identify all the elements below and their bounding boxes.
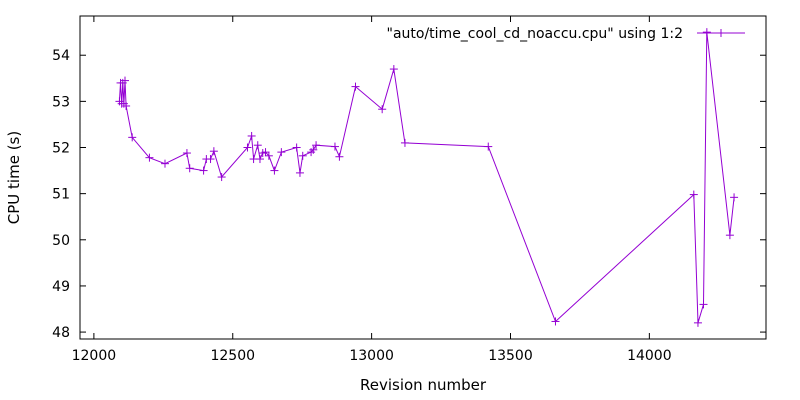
data-point xyxy=(199,166,208,175)
data-point xyxy=(378,105,387,114)
data-point xyxy=(295,168,304,177)
data-point xyxy=(693,318,702,327)
x-axis: 12000 12500 13000 13500 14000 xyxy=(72,16,672,364)
data-point xyxy=(699,300,708,309)
plot-frame xyxy=(79,15,767,340)
y-tick-label: 51 xyxy=(52,187,70,203)
data-point xyxy=(484,142,493,151)
y-tick-label: 54 xyxy=(52,48,70,64)
data-point xyxy=(270,166,279,175)
data-point xyxy=(551,317,560,326)
data-point xyxy=(253,141,262,150)
data-point xyxy=(292,143,301,152)
data-point xyxy=(277,148,286,157)
y-axis: 48 49 50 51 52 53 54 xyxy=(52,48,766,341)
data-point xyxy=(217,173,226,182)
data-point xyxy=(122,101,131,110)
data-point xyxy=(335,152,344,161)
y-tick-label: 52 xyxy=(52,141,70,157)
data-point xyxy=(255,155,264,164)
data-point xyxy=(206,155,215,164)
data-point xyxy=(725,231,734,240)
data-point xyxy=(247,131,256,140)
y-tick-label: 49 xyxy=(52,279,70,295)
legend-label: "auto/time_cool_cd_noaccu.cpu" using 1:2 xyxy=(387,26,683,42)
y-tick-label: 53 xyxy=(52,94,70,110)
data-point xyxy=(298,151,307,160)
x-tick-label: 13500 xyxy=(488,348,533,364)
data-point xyxy=(261,148,270,157)
data-point xyxy=(145,153,154,162)
data-point xyxy=(182,149,191,158)
data-point xyxy=(243,143,252,152)
data-point xyxy=(730,193,739,202)
y-axis-title: CPU time (s) xyxy=(5,131,23,224)
x-tick-label: 14000 xyxy=(627,348,672,364)
x-axis-title: Revision number xyxy=(360,376,487,394)
data-point xyxy=(160,159,169,168)
data-point xyxy=(312,141,321,150)
y-tick-label: 50 xyxy=(52,233,70,249)
data-point xyxy=(351,82,360,91)
data-point xyxy=(330,142,339,151)
x-tick-label: 12500 xyxy=(210,348,255,364)
data-point xyxy=(309,145,318,154)
data-point xyxy=(689,190,698,199)
x-tick-label: 12000 xyxy=(72,348,117,364)
x-tick-label: 13000 xyxy=(349,348,394,364)
series-line xyxy=(118,32,735,323)
series-layer xyxy=(115,28,739,327)
data-point xyxy=(702,28,711,37)
data-point xyxy=(128,133,137,142)
legend-marker xyxy=(717,29,725,37)
legend: "auto/time_cool_cd_noaccu.cpu" using 1:2 xyxy=(387,26,745,42)
data-point xyxy=(389,65,398,74)
data-point xyxy=(120,76,129,85)
data-point xyxy=(185,164,194,173)
y-tick-label: 48 xyxy=(52,325,70,341)
data-point xyxy=(209,147,218,156)
data-point xyxy=(400,138,409,147)
data-point xyxy=(264,151,273,160)
